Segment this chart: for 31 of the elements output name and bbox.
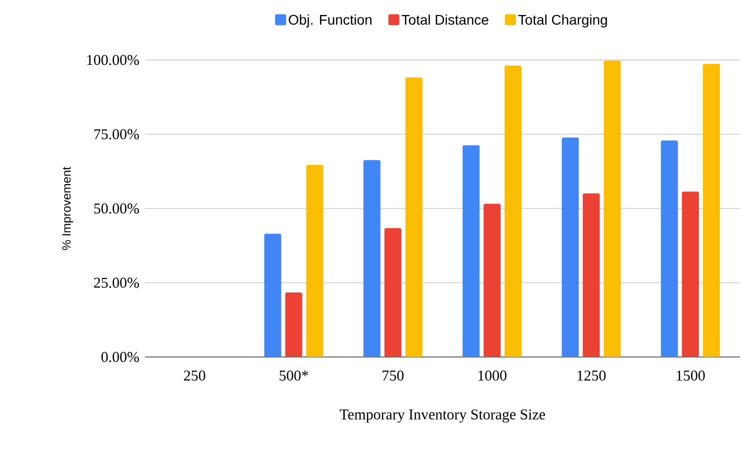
bar [405, 78, 422, 357]
x-tick-label: 500* [280, 370, 308, 381]
x-tick-label: 1500 [676, 370, 705, 381]
y-tick-label: 25.00% [94, 278, 139, 288]
x-tick-label: 1250 [578, 370, 606, 381]
bar [660, 140, 678, 357]
x-tick-label: 750 [382, 370, 404, 381]
bar [562, 138, 579, 357]
bar [384, 228, 402, 357]
bar [504, 66, 522, 357]
y-tick-label: 0.00% [101, 352, 139, 362]
y-axis-title: % Improvement [62, 166, 74, 250]
bar [484, 204, 501, 357]
y-tick-label: 100.00% [87, 54, 139, 66]
legend-label: Total Charging [518, 14, 607, 28]
bar [702, 64, 720, 357]
legend-label: Obj. Function [288, 14, 372, 28]
bar [582, 193, 600, 357]
bar [604, 60, 621, 357]
bar [285, 292, 302, 357]
x-tick-label: 1000 [478, 370, 506, 381]
x-axis-title: Temporary Inventory Storage Size [340, 409, 546, 423]
y-tick-label: 50.00% [94, 203, 139, 214]
x-tick-label: 250 [184, 370, 206, 381]
bar [682, 192, 699, 357]
bar [462, 145, 480, 357]
bar [306, 164, 324, 357]
legend-label: Total Distance [402, 14, 488, 25]
bar [264, 234, 282, 357]
bar [363, 160, 380, 357]
y-tick-label: 75.00% [94, 129, 139, 140]
